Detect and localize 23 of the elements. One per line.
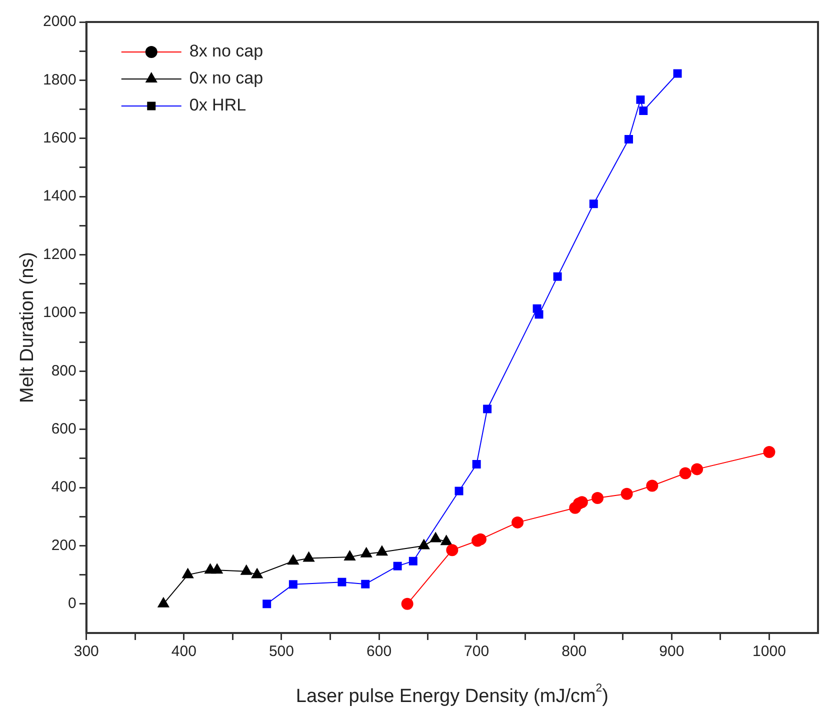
y-axis-title: Melt Duration (ns) bbox=[17, 252, 38, 403]
x-tick-label: 600 bbox=[366, 643, 392, 660]
x-tick-label: 300 bbox=[74, 643, 99, 660]
x-tick-label: 1000 bbox=[752, 643, 786, 660]
x-tick-label: 800 bbox=[562, 643, 587, 660]
legend-label: 0x HRL bbox=[189, 96, 246, 115]
x-tick-label: 900 bbox=[659, 643, 684, 660]
y-tick-label: 2000 bbox=[42, 13, 76, 30]
y-tick-label: 0 bbox=[68, 595, 76, 612]
y-tick-label: 1400 bbox=[42, 188, 76, 205]
y-tick-label: 400 bbox=[51, 478, 76, 496]
y-tick-label: 1000 bbox=[42, 304, 76, 322]
y-tick-label: 1600 bbox=[42, 130, 76, 147]
y-tick-label: 600 bbox=[51, 420, 76, 438]
x-tick-label: 700 bbox=[464, 643, 490, 660]
y-tick-label: 1800 bbox=[42, 71, 76, 88]
x-tick-label: 500 bbox=[268, 643, 294, 660]
y-tick-label: 200 bbox=[51, 536, 76, 554]
y-tick-label: 1200 bbox=[42, 246, 76, 263]
y-tick-label: 800 bbox=[51, 362, 76, 380]
legend-label: 8x no cap bbox=[189, 42, 264, 61]
x-tick-label: 400 bbox=[171, 643, 196, 660]
legend-label: 0x no cap bbox=[189, 68, 264, 88]
